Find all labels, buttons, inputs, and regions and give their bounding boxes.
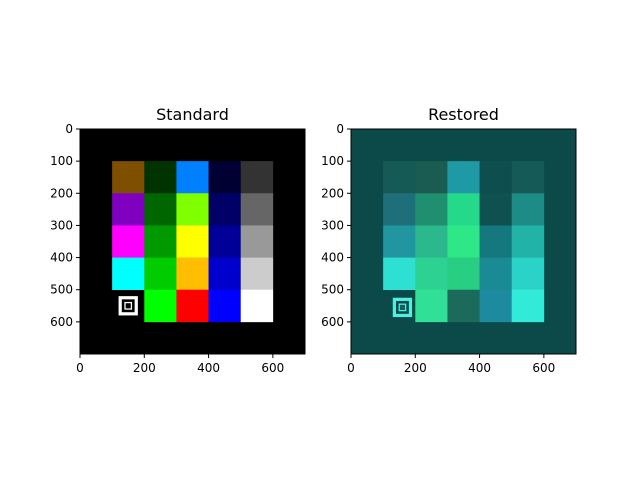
- restored-xtick-label: 400: [468, 361, 491, 375]
- standard-cell-r4-c1: [144, 289, 177, 323]
- standard-cell-r3-c2: [176, 257, 209, 291]
- restored-cell-r3-c4: [511, 257, 545, 291]
- standard-marker-inner: [125, 303, 131, 309]
- restored-cell-r1-c3: [479, 193, 513, 226]
- standard-cell-r3-c0: [112, 257, 145, 291]
- standard-ytick-label: 200: [50, 186, 73, 200]
- restored-ytick-label: 0: [336, 122, 344, 136]
- standard-cell-r1-c4: [240, 193, 274, 226]
- standard-ytick-label: 300: [50, 218, 73, 232]
- restored-cell-r2-c3: [479, 225, 513, 258]
- standard-cell-r0-c1: [144, 161, 177, 194]
- restored-marker-inner: [399, 304, 405, 310]
- restored-axes-frame: [350, 128, 577, 355]
- standard-cell-r2-c2: [176, 225, 209, 258]
- restored-image: [351, 129, 576, 354]
- restored-cell-r2-c1: [415, 225, 448, 258]
- standard-image: [80, 129, 305, 354]
- restored-title: Restored: [428, 105, 499, 124]
- restored-ytick-label: 500: [321, 283, 344, 297]
- restored-ytick-label: 200: [321, 186, 344, 200]
- restored-cell-r1-c0: [383, 193, 416, 226]
- standard-cell-r2-c4: [240, 225, 274, 258]
- restored-cell-r0-c2: [447, 161, 480, 194]
- standard-cell-r2-c0: [112, 225, 145, 258]
- standard-panel: Standard 0 200 400 600 0 100 200 300 400 500 600: [50, 105, 306, 375]
- standard-cell-r2-c1: [144, 225, 177, 258]
- restored-ytick-label: 300: [321, 218, 344, 232]
- standard-cell-r3-c1: [144, 257, 177, 291]
- standard-xtick-label: 400: [197, 361, 220, 375]
- standard-cell-r0-c4: [240, 161, 274, 194]
- restored-ytick-label: 600: [321, 315, 344, 329]
- standard-ticks: 0 200 400 600 0 100 200 300 400 500 600: [50, 122, 284, 375]
- standard-ytick-label: 600: [50, 315, 73, 329]
- restored-cell-r0-c4: [511, 161, 545, 194]
- restored-xtick-label: 200: [404, 361, 427, 375]
- standard-ytick-label: 500: [50, 283, 73, 297]
- restored-cell-r4-c2: [447, 289, 480, 323]
- restored-cell-r1-c1: [415, 193, 448, 226]
- standard-cell-r4-c3: [208, 289, 242, 323]
- restored-cell-r3-c2: [447, 257, 480, 291]
- standard-cell-r1-c3: [208, 193, 242, 226]
- restored-ticks: 0 200 400 600 0 100 200 300 400 500 600: [321, 122, 555, 375]
- standard-cell-r3-c4: [240, 257, 274, 291]
- standard-axes-frame: [79, 128, 306, 355]
- restored-cell-r2-c2: [447, 225, 480, 258]
- standard-xtick-label: 600: [261, 361, 284, 375]
- standard-cell-r1-c0: [112, 193, 145, 226]
- restored-cell-r1-c4: [511, 193, 545, 226]
- standard-cell-r2-c3: [208, 225, 242, 258]
- restored-xtick-label: 600: [532, 361, 555, 375]
- restored-ytick-label: 100: [321, 154, 344, 168]
- restored-cell-r4-c4: [511, 289, 545, 323]
- restored-cell-r0-c3: [479, 161, 513, 194]
- restored-panel: Restored 0 200 400 600 0 100 200 300 400 500 600: [321, 105, 577, 375]
- restored-cell-r4-c1: [415, 289, 448, 323]
- standard-ytick-label: 0: [65, 122, 73, 136]
- standard-cell-r0-c0: [112, 161, 145, 194]
- standard-cell-r1-c2: [176, 193, 209, 226]
- restored-cell-r3-c3: [479, 257, 513, 291]
- restored-cell-r1-c2: [447, 193, 480, 226]
- standard-cell-r4-c2: [176, 289, 209, 323]
- restored-cell-r0-c1: [415, 161, 448, 194]
- restored-cell-r3-c0: [383, 257, 416, 291]
- standard-cell-r3-c3: [208, 257, 242, 291]
- restored-cell-r3-c1: [415, 257, 448, 291]
- restored-xtick-label: 0: [347, 361, 355, 375]
- standard-ytick-label: 400: [50, 251, 73, 265]
- restored-cell-r4-c3: [479, 289, 513, 323]
- restored-cell-r2-c4: [511, 225, 545, 258]
- standard-cell-r0-c2: [176, 161, 209, 194]
- standard-title: Standard: [156, 105, 229, 124]
- standard-cell-r4-c4: [240, 289, 274, 323]
- restored-cell-r0-c0: [383, 161, 416, 194]
- standard-xtick-label: 200: [133, 361, 156, 375]
- standard-cell-r0-c3: [208, 161, 242, 194]
- standard-cell-r1-c1: [144, 193, 177, 226]
- standard-xtick-label: 0: [76, 361, 84, 375]
- restored-ytick-label: 400: [321, 251, 344, 265]
- restored-cell-r2-c0: [383, 225, 416, 258]
- standard-ytick-label: 100: [50, 154, 73, 168]
